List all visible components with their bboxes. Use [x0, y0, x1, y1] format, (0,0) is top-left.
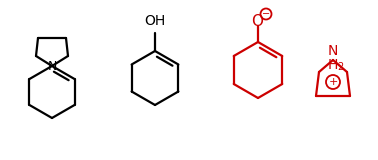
Text: 2: 2 — [337, 62, 343, 72]
Text: H: H — [328, 58, 338, 72]
Text: O: O — [251, 13, 263, 28]
Text: N: N — [328, 44, 338, 58]
Text: N: N — [47, 60, 57, 72]
Text: OH: OH — [144, 14, 166, 28]
Text: +: + — [328, 77, 338, 87]
Text: −: − — [262, 9, 270, 19]
